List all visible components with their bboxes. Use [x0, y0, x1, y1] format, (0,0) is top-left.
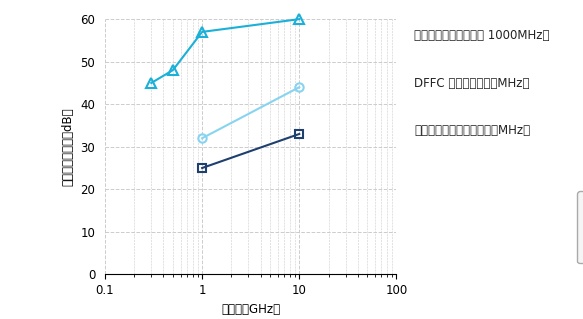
Legend: TLP1040(1mmt), TLP1146S(3mmt), TLP8169(2mmt): TLP1040(1mmt), TLP1146S(3mmt), TLP8169(2… — [577, 191, 583, 263]
Y-axis label: 電波しゃへい性（dB）: 電波しゃへい性（dB） — [62, 108, 75, 186]
Text: 平面波減衰法（１５０００MHz）: 平面波減衰法（１５０００MHz） — [414, 124, 530, 137]
X-axis label: 周波数（GHz）: 周波数（GHz） — [221, 303, 280, 315]
Text: DFFC 法（１００００MHz）: DFFC 法（１００００MHz） — [414, 77, 529, 90]
Text: アドバンテスト法（～ 1000MHz）: アドバンテスト法（～ 1000MHz） — [414, 29, 549, 42]
